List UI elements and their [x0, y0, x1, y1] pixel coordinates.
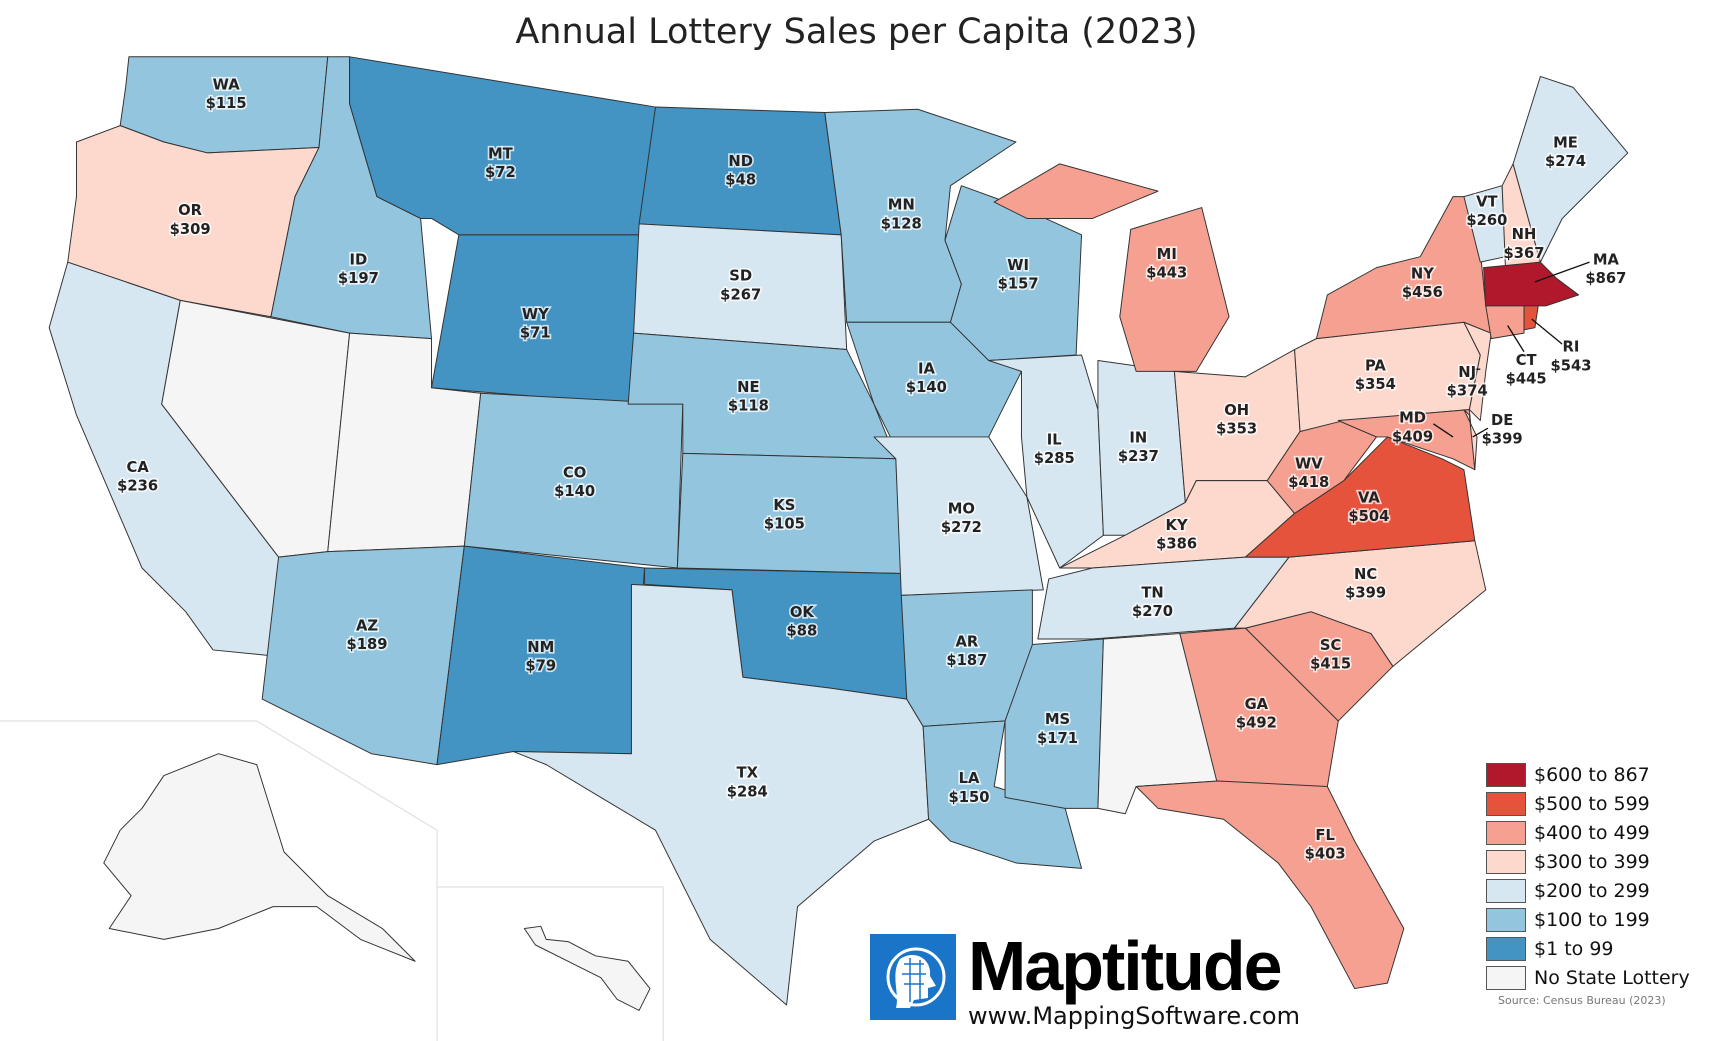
state-label-wi: WI $157 [998, 257, 1039, 293]
legend-swatch [1486, 849, 1526, 874]
state-label-md: MD $409 [1392, 410, 1433, 446]
legend-item: No State Lottery [1486, 963, 1690, 992]
legend-label: No State Lottery [1534, 966, 1690, 989]
state-label-il: IL $285 [1034, 432, 1075, 468]
legend-swatch [1486, 936, 1526, 961]
leader-line-de [1472, 427, 1489, 438]
state-label-wa: WA $115 [206, 77, 247, 113]
state-label-ok: OK $88 [786, 604, 817, 640]
state-label-az: AZ $189 [347, 617, 388, 653]
leader-line-ma [1534, 261, 1590, 283]
state-mo[interactable] [873, 436, 1044, 596]
state-label-tn: TN $270 [1132, 585, 1173, 621]
legend-item: $400 to 499 [1486, 818, 1690, 847]
legend-swatch [1486, 820, 1526, 845]
state-label-mn: MN $128 [881, 197, 922, 233]
state-label-mt: MT $72 [485, 145, 516, 181]
state-label-fl: FL $403 [1305, 827, 1346, 863]
state-label-tx: TX $284 [727, 765, 768, 801]
state-label-nh: NH $367 [1503, 226, 1544, 262]
legend-item: $100 to 199 [1486, 905, 1690, 934]
source-note: Source: Census Bureau (2023) [1498, 994, 1666, 1007]
state-label-ms: MS $171 [1037, 711, 1078, 747]
state-label-nm: NM $79 [525, 639, 556, 675]
state-label-de: DE $399 [1482, 412, 1523, 448]
state-la[interactable] [922, 720, 1083, 869]
legend-swatch [1486, 791, 1526, 816]
alaska-inset-frame [0, 720, 438, 1041]
legend-label: $400 to 499 [1534, 821, 1650, 844]
legend-swatch [1486, 965, 1526, 990]
map-title: Annual Lottery Sales per Capita (2023) [515, 12, 1198, 52]
inset-frames [0, 720, 664, 1041]
globe-head-logo-icon [870, 934, 956, 1020]
state-mi[interactable] [1119, 207, 1230, 372]
leader-line-ri [1531, 318, 1563, 345]
state-label-ks: KS $105 [764, 497, 805, 533]
legend-label: $300 to 399 [1534, 850, 1650, 873]
leader-line-ct [1507, 325, 1525, 353]
state-label-id: ID $197 [338, 251, 379, 287]
state-label-ct: CT $445 [1506, 352, 1547, 388]
state-label-nj: NJ $374 [1447, 364, 1488, 400]
state-fl[interactable] [1135, 780, 1405, 990]
state-tx[interactable] [512, 583, 930, 1006]
state-label-wv: WV $418 [1288, 456, 1329, 492]
state-label-ia: IA $140 [906, 361, 947, 397]
legend-item: $1 to 99 [1486, 934, 1690, 963]
state-ak[interactable] [103, 753, 416, 962]
state-label-va: VA $504 [1348, 489, 1389, 525]
state-label-oh: OH $353 [1216, 402, 1257, 438]
state-label-sc: SC $415 [1310, 637, 1351, 673]
state-label-ri: RI $543 [1550, 339, 1591, 375]
state-ga[interactable] [1179, 627, 1339, 787]
state-label-vt: VT $260 [1466, 193, 1507, 229]
legend-item: $200 to 299 [1486, 876, 1690, 905]
state-de[interactable] [1463, 409, 1478, 471]
state-label-ky: KY $386 [1156, 517, 1197, 553]
legend: $600 to 867 $500 to 599 $400 to 499 $300 to… [1486, 760, 1690, 992]
legend-swatch [1486, 878, 1526, 903]
state-label-ne: NE $118 [728, 379, 769, 415]
state-label-wy: WY $71 [520, 306, 551, 342]
state-hi[interactable] [523, 925, 651, 1011]
legend-item: $300 to 399 [1486, 847, 1690, 876]
legend-label: $1 to 99 [1534, 937, 1614, 960]
brand-name: Maptitude [968, 927, 1283, 1005]
hawaii-inset-frame [436, 886, 664, 1041]
state-label-nc: NC $399 [1345, 566, 1386, 602]
legend-label: $200 to 299 [1534, 879, 1650, 902]
state-label-me: ME $274 [1545, 134, 1586, 170]
brand-url[interactable]: www.MappingSoftware.com [968, 1002, 1300, 1030]
legend-swatch [1486, 762, 1526, 787]
state-label-mo: MO $272 [941, 500, 982, 536]
state-ma[interactable] [1483, 261, 1580, 307]
state-label-mi: MI $443 [1146, 246, 1187, 282]
state-label-co: CO $140 [554, 464, 595, 500]
state-label-pa: PA $354 [1355, 357, 1396, 393]
state-label-nd: ND $48 [725, 153, 756, 189]
state-label-la: LA $150 [949, 770, 990, 806]
state-label-ma: MA $867 [1585, 251, 1626, 287]
leader-line-md [1432, 423, 1454, 438]
state-label-ar: AR $187 [946, 634, 987, 670]
state-label-ga: GA $492 [1236, 696, 1277, 732]
state-mi[interactable] [993, 163, 1159, 219]
maptitude-logo: Maptitude www.MappingSoftware.com [870, 927, 1300, 1030]
state-label-sd: SD $267 [720, 268, 761, 304]
state-label-ny: NY $456 [1402, 266, 1443, 302]
legend-label: $500 to 599 [1534, 792, 1650, 815]
state-ri[interactable] [1523, 305, 1539, 331]
state-ct[interactable] [1485, 305, 1525, 340]
legend-item: $500 to 599 [1486, 789, 1690, 818]
state-az[interactable] [261, 545, 465, 766]
legend-label: $100 to 199 [1534, 908, 1650, 931]
state-label-or: OR $309 [170, 202, 211, 238]
state-label-ca: CA $236 [117, 459, 158, 495]
state-label-in: IN $237 [1118, 429, 1159, 465]
legend-label: $600 to 867 [1534, 763, 1650, 786]
legend-swatch [1486, 907, 1526, 932]
legend-item: $600 to 867 [1486, 760, 1690, 789]
